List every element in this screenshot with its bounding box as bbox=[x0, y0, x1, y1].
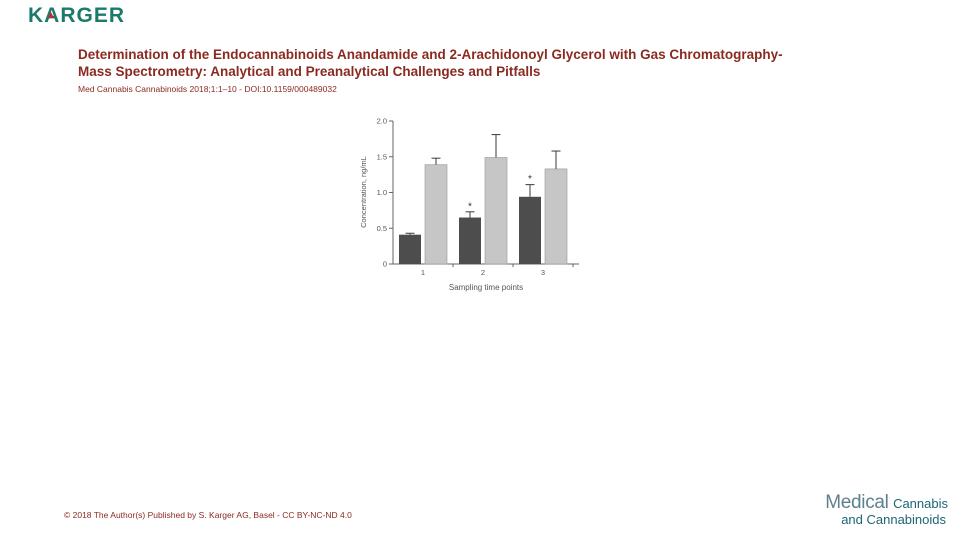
svg-text:3: 3 bbox=[541, 268, 545, 277]
bar-light-bars-3 bbox=[544, 168, 568, 265]
bar-light-bars-2 bbox=[484, 157, 508, 265]
journal-logo-cannabis: Cannabis bbox=[893, 496, 948, 511]
svg-text:*: * bbox=[528, 174, 532, 185]
figure-bar-chart: 0 0.5 1.0 1.5 2.0 Concentration, ng/mL 1 * 2 * 3 Sa… bbox=[355, 104, 607, 296]
svg-text:2: 2 bbox=[481, 268, 485, 277]
article-title-line1: Determination of the Endocannabinoids An… bbox=[78, 47, 783, 62]
journal-logo-line1: Medical Cannabis bbox=[825, 493, 948, 512]
bar-dark-bars-3 bbox=[519, 196, 541, 264]
svg-text:Sampling time points: Sampling time points bbox=[449, 283, 523, 292]
bar-dark-bars-2 bbox=[459, 217, 481, 264]
karger-red-dot-icon bbox=[48, 12, 54, 18]
svg-text:1: 1 bbox=[421, 268, 425, 277]
svg-text:0.5: 0.5 bbox=[377, 224, 387, 233]
journal-logo: Medical Cannabis and Cannabinoids bbox=[825, 493, 948, 526]
bar-light-bars-1 bbox=[424, 164, 448, 265]
karger-logo: KARGER bbox=[28, 4, 148, 30]
svg-text:0: 0 bbox=[383, 260, 387, 269]
journal-logo-medical: Medical bbox=[825, 492, 889, 513]
karger-logo-text: KARGER bbox=[28, 4, 126, 27]
footer-copyright: © 2018 The Author(s) Published by S. Kar… bbox=[64, 510, 352, 520]
svg-text:Concentration, ng/mL: Concentration, ng/mL bbox=[359, 156, 368, 228]
svg-text:*: * bbox=[468, 201, 472, 212]
bar-dark-bars-1 bbox=[399, 234, 421, 264]
article-title: Determination of the Endocannabinoids An… bbox=[78, 46, 888, 80]
article-citation: Med Cannabis Cannabinoids 2018;1:1–10 - … bbox=[78, 84, 337, 94]
chart-svg: 0 0.5 1.0 1.5 2.0 Concentration, ng/mL 1 * 2 * 3 Sa… bbox=[359, 117, 579, 292]
svg-text:1.0: 1.0 bbox=[377, 188, 387, 197]
svg-text:2.0: 2.0 bbox=[377, 117, 387, 126]
svg-text:1.5: 1.5 bbox=[377, 152, 387, 161]
article-title-line2: Mass Spectrometry: Analytical and Preana… bbox=[78, 64, 541, 79]
journal-logo-line2: and Cannabinoids bbox=[841, 512, 946, 527]
